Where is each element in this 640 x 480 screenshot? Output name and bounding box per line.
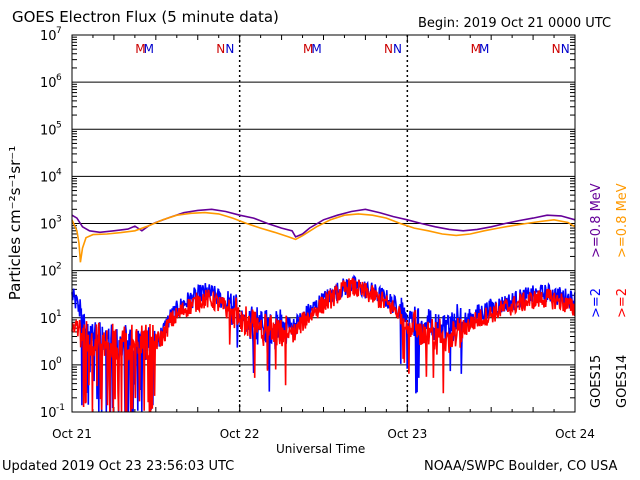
- marker-n: N: [393, 42, 402, 56]
- y-tick-label: 10: [40, 359, 57, 374]
- legend-goes14-label: GOES14: [615, 355, 630, 408]
- series-goes15-0p8mev: [71, 208, 576, 238]
- plot-border: [71, 34, 576, 413]
- y-tick-label: 10: [40, 406, 57, 421]
- x-tick-label: Oct 21: [52, 427, 92, 441]
- y-tick-exponent: 6: [56, 73, 62, 83]
- legend-goes15-2mev: >=2: [589, 288, 604, 318]
- legend-goes15-0p8mev: >=0.8 MeV: [589, 183, 604, 258]
- marker-m: M: [471, 42, 481, 56]
- plot-frame: [71, 34, 576, 413]
- legend: GOES15 >=2 >=0.8 MeV GOES14 >=2 >=0.8 MeV: [589, 183, 630, 408]
- begin-time: Begin: 2019 Oct 21 0000 UTC: [418, 16, 612, 31]
- updated-timestamp: Updated 2019 Oct 23 23:56:03 UTC: [2, 459, 235, 474]
- marker-n: N: [561, 42, 570, 56]
- marker-n: N: [384, 42, 393, 56]
- series-layer: [71, 208, 576, 413]
- y-tick-exponent: 4: [56, 167, 62, 177]
- marker-m: M: [144, 42, 154, 56]
- y-tick-exponent: 3: [56, 215, 62, 225]
- marker-m: M: [311, 42, 321, 56]
- y-tick-exponent: 7: [56, 26, 62, 36]
- y-tick-exponent: 0: [56, 356, 62, 366]
- y-tick-exponent: 2: [56, 262, 62, 272]
- y-tick-label: 10: [40, 76, 57, 91]
- series-goes14-2mev: [71, 277, 576, 413]
- legend-goes14-0p8mev: >=0.8 MeV: [615, 183, 630, 258]
- chart-title: GOES Electron Flux (5 minute data): [12, 8, 279, 26]
- credit-text: NOAA/SWPC Boulder, CO USA: [424, 459, 618, 474]
- series-goes14-0p8mev: [71, 211, 576, 263]
- y-tick-label: 10: [40, 29, 57, 44]
- x-axis-label: Universal Time: [276, 442, 366, 456]
- y-axis-label: Particles cm⁻²s⁻¹sr⁻¹: [6, 146, 24, 300]
- marker-m: M: [135, 42, 145, 56]
- legend-goes14-2mev: >=2: [615, 288, 630, 318]
- y-tick-label: 10: [40, 265, 57, 280]
- marker-n: N: [225, 42, 234, 56]
- y-tick-label: 10: [40, 170, 57, 185]
- mn-markers: MM N N MM N N MM N N: [135, 42, 569, 56]
- x-tick-label: Oct 24: [555, 427, 595, 441]
- marker-n: N: [552, 42, 561, 56]
- legend-goes15-label: GOES15: [589, 355, 604, 408]
- y-tick-exponent: -1: [56, 403, 65, 413]
- y-tick-label: 10: [40, 123, 57, 138]
- marker-m: M: [303, 42, 313, 56]
- y-tick-label: 10: [40, 312, 57, 327]
- marker-m: M: [479, 42, 489, 56]
- marker-n: N: [216, 42, 225, 56]
- y-tick-label: 10: [40, 218, 57, 233]
- y-tick-exponent: 5: [56, 120, 62, 130]
- x-tick-label: Oct 22: [220, 427, 260, 441]
- x-tick-label: Oct 23: [387, 427, 427, 441]
- y-tick-exponent: 1: [56, 309, 62, 319]
